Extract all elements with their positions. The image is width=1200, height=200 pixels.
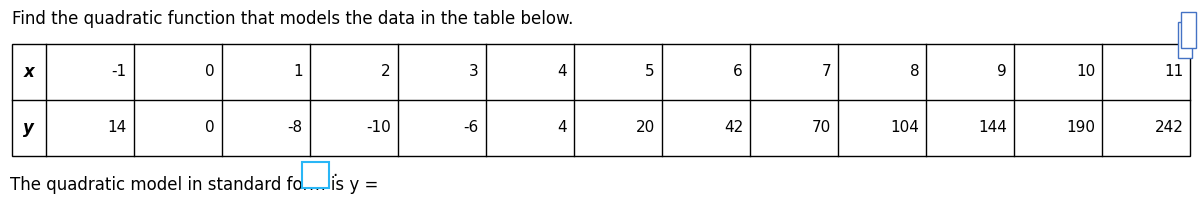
Text: 242: 242 <box>1154 120 1183 136</box>
Text: 144: 144 <box>978 120 1007 136</box>
Text: 11: 11 <box>1164 64 1183 79</box>
Text: 4: 4 <box>557 64 566 79</box>
Text: 3: 3 <box>469 64 479 79</box>
Text: 2: 2 <box>382 64 391 79</box>
Text: .: . <box>332 162 337 180</box>
Text: 10: 10 <box>1076 64 1096 79</box>
Bar <box>1178 22 1193 58</box>
Bar <box>1182 12 1196 48</box>
Text: 70: 70 <box>812 120 832 136</box>
Text: 9: 9 <box>997 64 1007 79</box>
Text: Find the quadratic function that models the data in the table below.: Find the quadratic function that models … <box>12 10 574 28</box>
Text: -10: -10 <box>366 120 391 136</box>
Text: -6: -6 <box>463 120 479 136</box>
Text: 42: 42 <box>724 120 743 136</box>
Text: The quadratic model in standard form is y =: The quadratic model in standard form is … <box>10 176 378 194</box>
Text: 20: 20 <box>636 120 655 136</box>
Text: 1: 1 <box>293 64 302 79</box>
Text: x: x <box>24 63 34 81</box>
Bar <box>302 162 329 188</box>
Text: 7: 7 <box>822 64 832 79</box>
Text: y: y <box>23 119 35 137</box>
Text: 4: 4 <box>557 120 566 136</box>
Text: 0: 0 <box>205 120 215 136</box>
Text: 6: 6 <box>733 64 743 79</box>
Text: 5: 5 <box>646 64 655 79</box>
Text: 104: 104 <box>890 120 919 136</box>
Text: 190: 190 <box>1067 120 1096 136</box>
Text: 14: 14 <box>107 120 127 136</box>
Text: 8: 8 <box>910 64 919 79</box>
Text: -1: -1 <box>112 64 127 79</box>
Text: 0: 0 <box>205 64 215 79</box>
Text: -8: -8 <box>288 120 302 136</box>
